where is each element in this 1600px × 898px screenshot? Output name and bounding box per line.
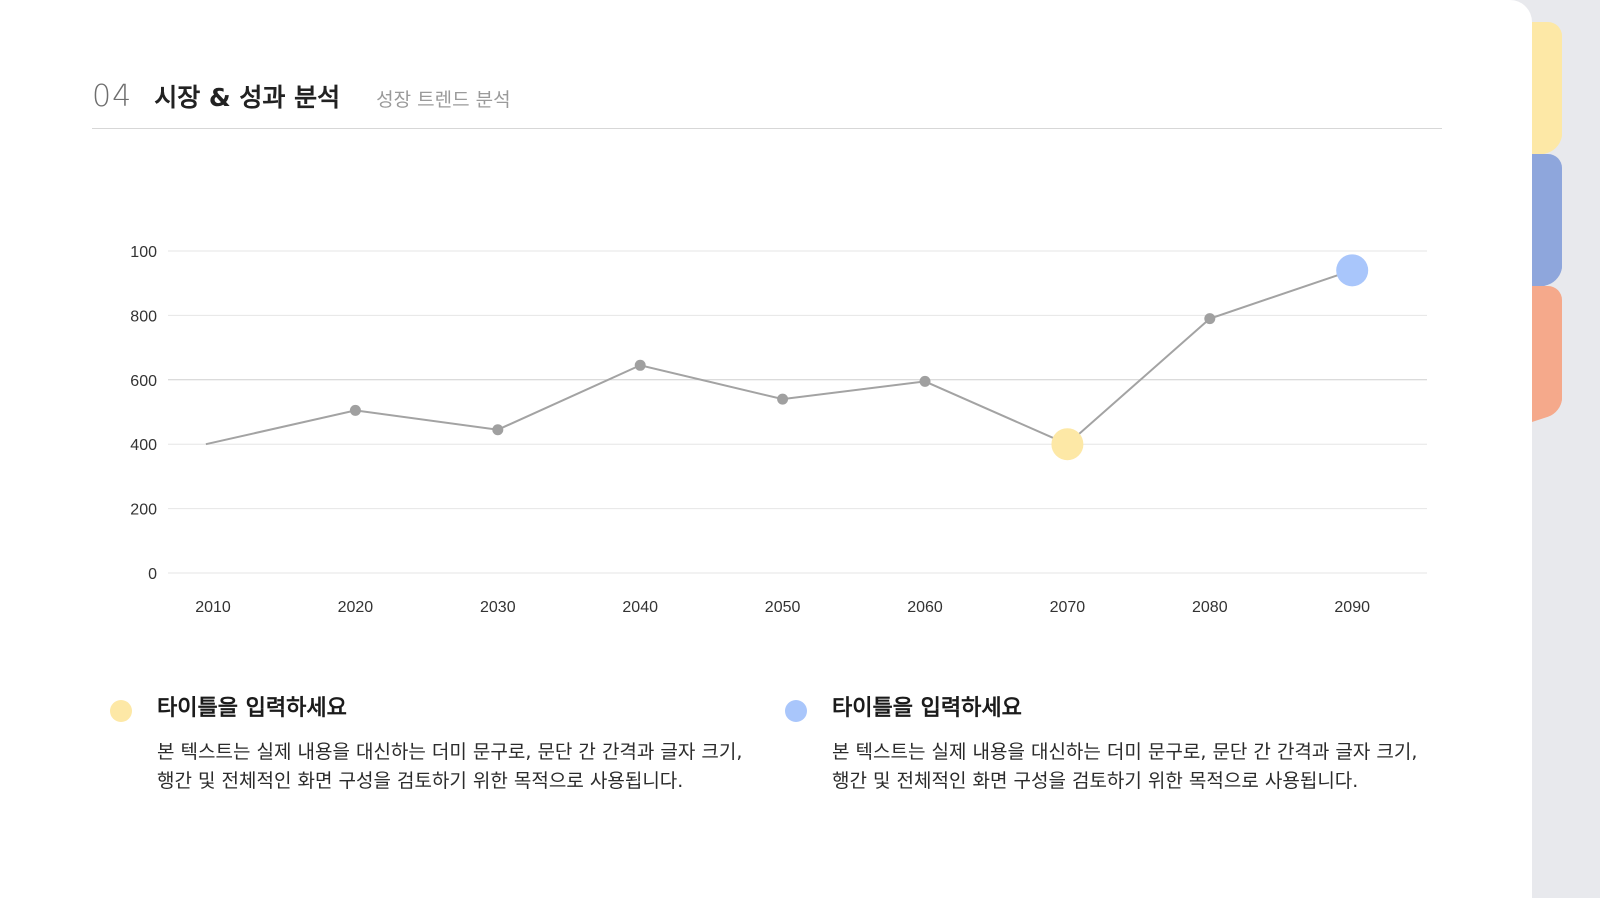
data-point [919,375,931,387]
section-title: 시장 & 성과 분석 [154,83,341,112]
section-number: 04 [92,79,133,114]
data-point [349,404,361,416]
data-point [1204,313,1216,325]
x-tick-label: 2080 [1192,599,1228,616]
data-point [634,359,646,371]
section-subtitle: 성장 트렌드 분석 [376,89,511,111]
x-tick-label: 2040 [622,599,658,616]
x-tick-label: 2010 [195,599,231,616]
y-tick-label: 100 [130,244,157,261]
x-tick-label: 2050 [765,599,801,616]
x-tick-label: 2020 [338,599,374,616]
y-tick-label: 600 [130,373,157,390]
x-tick-label: 2090 [1334,599,1370,616]
header-divider [92,128,1442,129]
y-tick-label: 400 [130,437,157,454]
data-point [777,393,789,405]
legend-title: 타이틀을 입력하세요 [157,696,347,721]
legend-dot-yellow [110,700,132,722]
data-point [492,424,504,436]
section-header: 04 시장 & 성과 분석 성장 트렌드 분석 [92,78,511,118]
legend-title: 타이틀을 입력하세요 [832,696,1022,721]
tab-yellow[interactable] [1532,22,1562,148]
x-tick-label: 2030 [480,599,516,616]
y-tick-label: 200 [130,502,157,519]
x-tick-label: 2060 [907,599,943,616]
tab-blue[interactable] [1532,154,1562,280]
legend-description: 본 텍스트는 실제 내용을 대신하는 더미 문구로, 문단 간 간격과 글자 크… [157,741,743,792]
series-line [205,269,1353,446]
highlight-point-blue [1336,254,1369,287]
legend-description: 본 텍스트는 실제 내용을 대신하는 더미 문구로, 문단 간 간격과 글자 크… [832,741,1418,792]
tab-orange[interactable] [1532,286,1562,412]
legend-dot-blue [785,700,807,722]
y-tick-label: 0 [148,566,157,583]
x-tick-label: 2070 [1050,599,1086,616]
slide-card [0,0,1532,898]
y-tick-label: 800 [130,308,157,325]
highlight-point-yellow [1051,428,1084,461]
